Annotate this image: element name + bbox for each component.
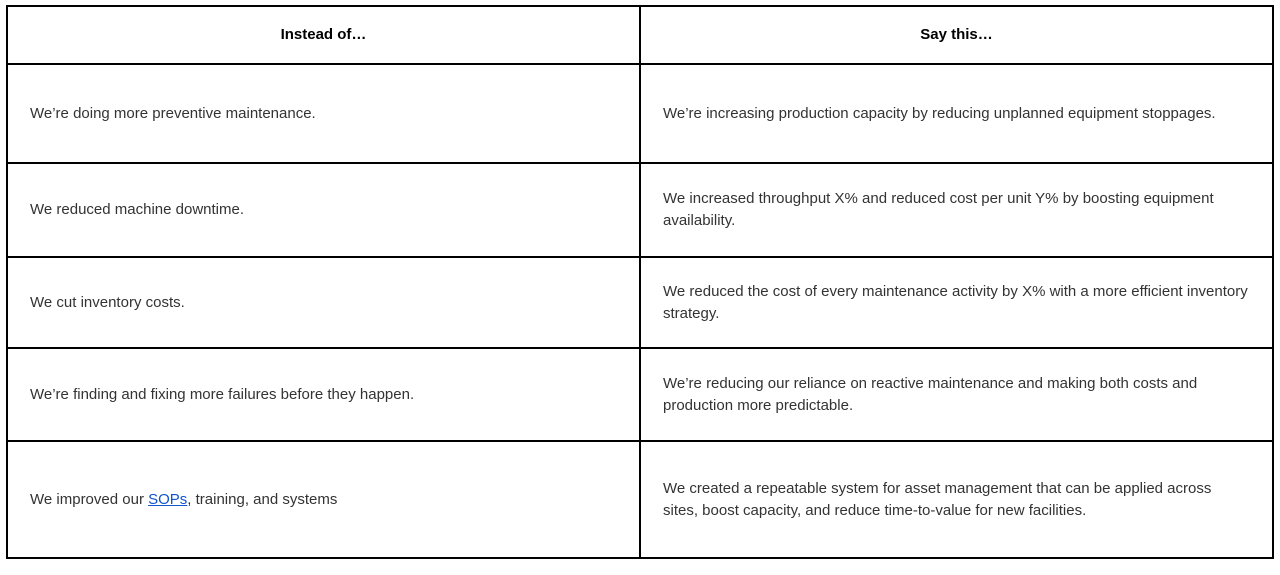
cell-text-suffix: , training, and systems [187, 490, 338, 508]
table-row: We reduced machine downtime. We increase… [6, 162, 1274, 258]
table-header-row: Instead of… Say this… [6, 5, 1274, 65]
table-row: We cut inventory costs. We reduced the c… [6, 256, 1274, 349]
cell-instead-2: We reduced machine downtime. [6, 162, 641, 258]
cell-instead-3: We cut inventory costs. [6, 256, 641, 349]
comparison-table: Instead of… Say this… We’re doing more p… [6, 5, 1274, 559]
cell-say-4: We’re reducing our reliance on reactive … [639, 347, 1274, 442]
cell-instead-1: We’re doing more preventive maintenance. [6, 63, 641, 164]
table-row: We’re doing more preventive maintenance.… [6, 63, 1274, 164]
cell-instead-5: We improved our SOPs, training, and syst… [6, 440, 641, 559]
sops-link[interactable]: SOPs [148, 490, 188, 508]
cell-instead-4: We’re finding and fixing more failures b… [6, 347, 641, 442]
cell-say-1: We’re increasing production capacity by … [639, 63, 1274, 164]
table-row: We’re finding and fixing more failures b… [6, 347, 1274, 442]
cell-say-3: We reduced the cost of every maintenance… [639, 256, 1274, 349]
table-row: We improved our SOPs, training, and syst… [6, 440, 1274, 559]
cell-text-prefix: We improved our [30, 490, 149, 508]
cell-say-5: We created a repeatable system for asset… [639, 440, 1274, 559]
cell-say-2: We increased throughput X% and reduced c… [639, 162, 1274, 258]
header-say-this: Say this… [639, 5, 1274, 65]
header-instead-of: Instead of… [6, 5, 641, 65]
